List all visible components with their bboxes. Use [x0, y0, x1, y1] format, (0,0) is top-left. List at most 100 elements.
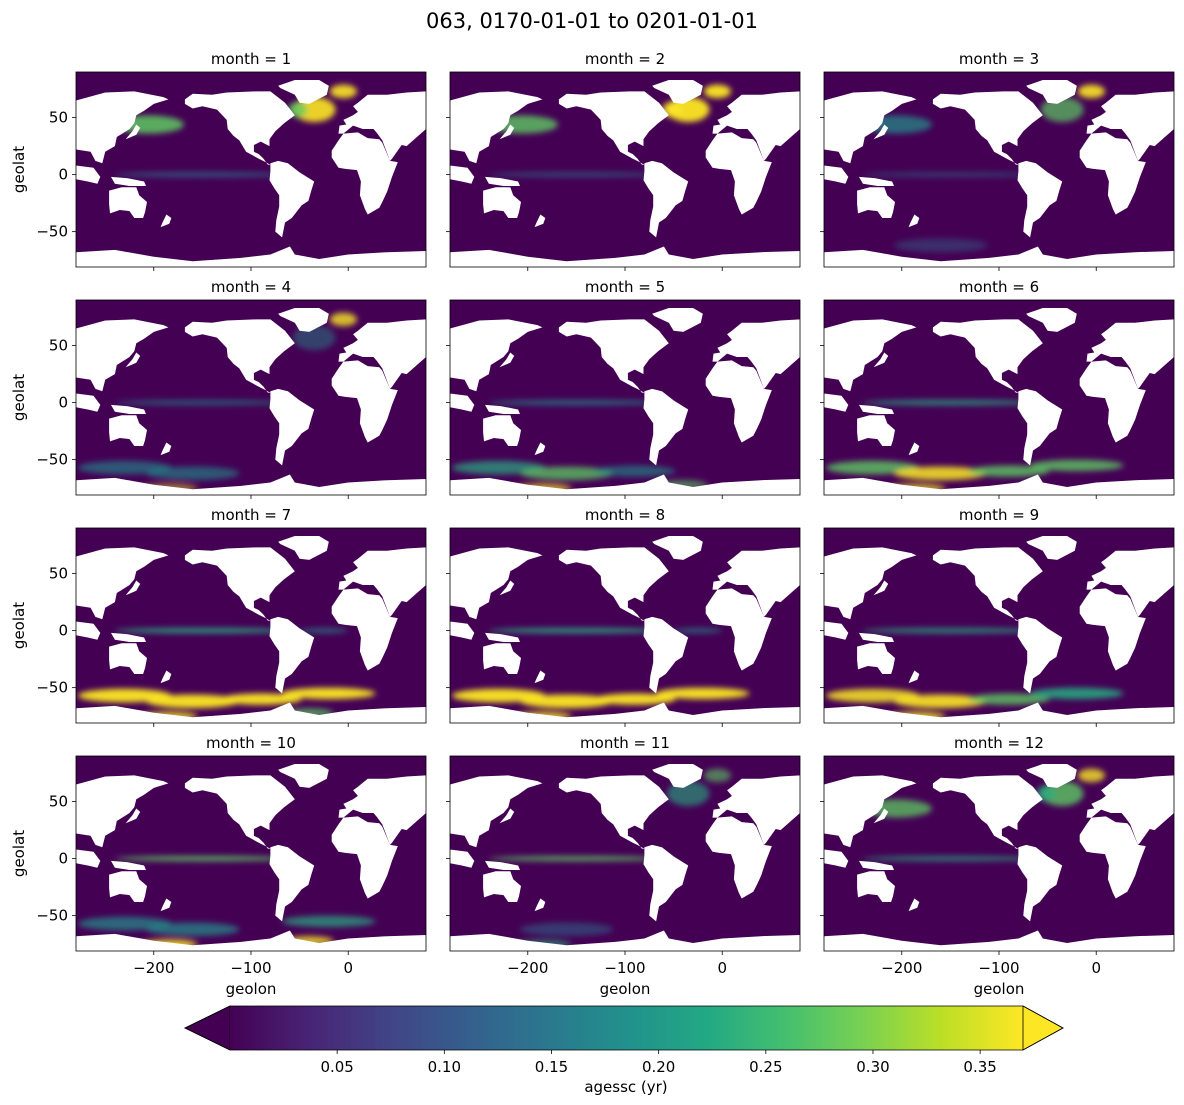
- x-tick-label: 0: [717, 959, 727, 977]
- land-polygon: [338, 775, 426, 845]
- land-polygon: [908, 670, 920, 684]
- map-panel: month = 7 50 0 −50 geolat: [10, 506, 427, 727]
- land-polygon: [483, 187, 521, 218]
- colorbar-high-extend: [1022, 1005, 1064, 1051]
- land-polygon: [534, 670, 546, 684]
- hotspot-so4: [282, 687, 376, 700]
- land-polygon: [499, 352, 515, 368]
- hotspot-so1: [77, 916, 172, 931]
- map-panel: month = 5: [446, 278, 801, 499]
- land-polygon: [824, 621, 849, 640]
- land-polygon: [824, 246, 1174, 267]
- land-polygon: [873, 124, 889, 140]
- land-polygon: [450, 474, 800, 495]
- heatmap-field: [76, 72, 426, 267]
- y-tick-label: 50: [49, 565, 68, 583]
- hotspot-gin: [703, 768, 731, 783]
- x-axis-label: geolon: [226, 980, 277, 998]
- land-polygon: [908, 898, 920, 912]
- land-polygon: [873, 808, 889, 824]
- hotspot-so1: [77, 688, 172, 703]
- land-mask: [824, 536, 1174, 723]
- land-polygon: [450, 621, 475, 640]
- hotspot-na: [292, 325, 336, 351]
- land-polygon: [1017, 616, 1063, 694]
- land-polygon: [160, 670, 172, 684]
- panel-title: month = 2: [585, 50, 665, 68]
- hotspot-so3: [593, 693, 676, 705]
- land-polygon: [857, 187, 895, 218]
- hotspot-eq: [488, 628, 664, 634]
- map-panel: month = 3: [820, 50, 1175, 271]
- x-tick-label: −200: [881, 959, 922, 977]
- land-polygon: [1086, 775, 1174, 845]
- land-polygon: [125, 808, 141, 824]
- land-polygon: [908, 442, 920, 456]
- land-polygon: [109, 871, 147, 902]
- land-polygon: [859, 176, 894, 186]
- land-polygon: [485, 860, 520, 870]
- land-polygon: [76, 319, 169, 392]
- hotspot-eq: [114, 172, 290, 178]
- hotspot-so3: [219, 693, 302, 705]
- colorbar-low-extend: [184, 1005, 231, 1051]
- hotspot-gin: [329, 312, 357, 327]
- land-polygon: [705, 360, 772, 443]
- colorbar-tick-label: 0.25: [749, 1058, 782, 1076]
- hotspot-eq: [862, 172, 1038, 178]
- heatmap-field: [450, 72, 800, 267]
- land-polygon: [338, 319, 426, 389]
- heatmap-field: [824, 528, 1174, 723]
- land-polygon: [558, 319, 669, 394]
- panel-title: month = 3: [959, 50, 1039, 68]
- y-axis-label: geolat: [10, 146, 28, 193]
- hotspot-gin: [329, 84, 357, 99]
- land-polygon: [643, 616, 689, 694]
- land-mask: [76, 764, 426, 951]
- y-tick-label: 50: [49, 109, 68, 127]
- land-polygon: [111, 176, 146, 186]
- land-polygon: [483, 415, 521, 446]
- ventilation-hotspots: [825, 628, 1124, 721]
- land-polygon: [558, 91, 669, 166]
- land-polygon: [824, 91, 917, 164]
- hotspot-so1: [825, 688, 920, 703]
- hotspot-so1: [825, 460, 920, 475]
- land-polygon: [76, 246, 426, 267]
- y-axis-label: geolat: [10, 830, 28, 877]
- y-tick-label: −50: [36, 679, 68, 697]
- panel-title: month = 1: [211, 50, 291, 68]
- land-polygon: [111, 404, 146, 414]
- colorbar: 0.05 0.10 0.15 0.20 0.25 0.30 0.35 agessc (yr): [184, 1005, 1064, 1096]
- land-polygon: [1079, 588, 1146, 671]
- land-polygon: [859, 404, 894, 414]
- hotspot-eq: [114, 628, 290, 634]
- land-polygon: [485, 176, 520, 186]
- land-polygon: [76, 547, 169, 620]
- land-polygon: [652, 536, 703, 560]
- land-polygon: [76, 775, 169, 848]
- land-polygon: [824, 319, 917, 392]
- y-tick-label: 50: [49, 793, 68, 811]
- land-polygon: [1079, 360, 1146, 443]
- map-panel: month = 11 −200 −100 0 geolon: [446, 734, 801, 998]
- map-panel: month = 4 50 0 −50 geolat: [10, 278, 427, 499]
- land-polygon: [450, 547, 543, 620]
- land-polygon: [331, 816, 398, 899]
- land-polygon: [932, 319, 1043, 394]
- land-polygon: [824, 849, 849, 868]
- land-polygon: [483, 643, 521, 674]
- land-polygon: [1026, 308, 1077, 332]
- land-polygon: [278, 764, 329, 788]
- land-polygon: [450, 393, 475, 412]
- land-mask: [450, 536, 800, 723]
- heatmap-field: [76, 528, 426, 723]
- land-polygon: [652, 764, 703, 788]
- land-polygon: [534, 442, 546, 456]
- hotspot-so1: [451, 460, 546, 475]
- hotspot-eq: [862, 856, 1038, 862]
- panel-title: month = 6: [959, 278, 1039, 296]
- land-polygon: [1026, 764, 1077, 788]
- land-polygon: [1086, 319, 1174, 389]
- hotspot-so1: [451, 688, 546, 703]
